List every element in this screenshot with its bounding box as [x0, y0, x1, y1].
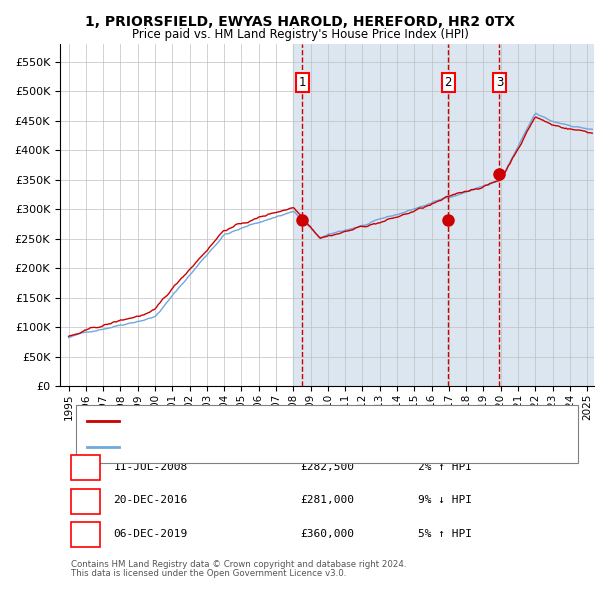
Text: £281,000: £281,000	[301, 496, 354, 506]
Text: This data is licensed under the Open Government Licence v3.0.: This data is licensed under the Open Gov…	[71, 569, 346, 578]
Text: Price paid vs. HM Land Registry's House Price Index (HPI): Price paid vs. HM Land Registry's House …	[131, 28, 469, 41]
Bar	[293, 44, 600, 386]
Text: 1: 1	[82, 462, 89, 472]
Text: 3: 3	[82, 529, 89, 539]
Text: 06-DEC-2019: 06-DEC-2019	[113, 529, 188, 539]
FancyBboxPatch shape	[76, 405, 578, 463]
Text: HPI: Average price, detached house, Herefordshire: HPI: Average price, detached house, Here…	[130, 442, 394, 453]
Text: 1, PRIORSFIELD, EWYAS HAROLD, HEREFORD, HR2 0TX: 1, PRIORSFIELD, EWYAS HAROLD, HEREFORD, …	[85, 15, 515, 29]
Text: 5% ↑ HPI: 5% ↑ HPI	[418, 529, 472, 539]
FancyBboxPatch shape	[71, 489, 100, 514]
Text: 1, PRIORSFIELD, EWYAS HAROLD, HEREFORD, HR2 0TX (detached house): 1, PRIORSFIELD, EWYAS HAROLD, HEREFORD, …	[130, 415, 510, 425]
FancyBboxPatch shape	[71, 455, 100, 480]
Text: 11-JUL-2008: 11-JUL-2008	[113, 462, 188, 472]
Text: 2: 2	[445, 76, 452, 89]
Text: £282,500: £282,500	[301, 462, 354, 472]
Text: Contains HM Land Registry data © Crown copyright and database right 2024.: Contains HM Land Registry data © Crown c…	[71, 560, 406, 569]
Text: 1: 1	[299, 76, 306, 89]
FancyBboxPatch shape	[71, 523, 100, 548]
Text: 9% ↓ HPI: 9% ↓ HPI	[418, 496, 472, 506]
Text: 2: 2	[82, 496, 89, 506]
Text: 2% ↑ HPI: 2% ↑ HPI	[418, 462, 472, 472]
Text: 3: 3	[496, 76, 503, 89]
Text: 20-DEC-2016: 20-DEC-2016	[113, 496, 188, 506]
Text: £360,000: £360,000	[301, 529, 354, 539]
